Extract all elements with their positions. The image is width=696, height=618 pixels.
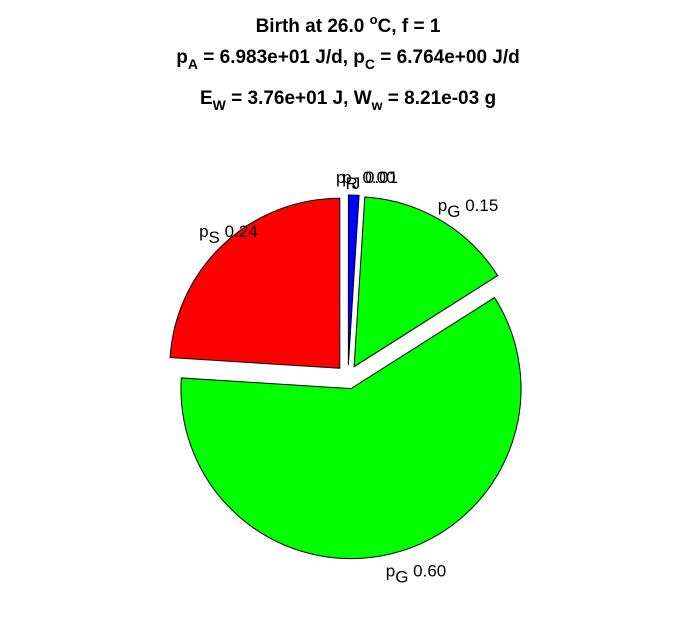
title-line-2: pA = 6.983e+01 J/d, pC = 6.764e+00 J/d — [176, 47, 520, 72]
title-line-1: Birth at 26.0 oC, f = 1 — [256, 12, 441, 37]
pie-slices — [169, 194, 522, 560]
pie-labels: pJ 0.01 pG 0.15 pG 0.60 pS 0.24 pR 0.00 — [199, 168, 498, 587]
slice-label-1: pG 0.15 — [438, 196, 499, 221]
title-line-3: EW = 3.76e+01 J, Ww = 8.21e-03 g — [200, 88, 496, 113]
chart-title: Birth at 26.0 oC, f = 1 pA = 6.983e+01 J… — [176, 12, 520, 113]
pie-slice-p-g-1 — [353, 196, 499, 368]
pie-slice-p-s-3 — [169, 197, 341, 369]
pie-slice-p-j-0 — [347, 194, 360, 366]
slice-label-3: pS 0.24 — [199, 222, 258, 247]
slice-label-4: pR 0.00 — [336, 168, 396, 193]
pie-slice-p-g-2 — [180, 296, 522, 560]
slice-label-2: pG 0.60 — [386, 562, 447, 587]
slice-label-0: pJ 0.01 — [342, 168, 398, 193]
